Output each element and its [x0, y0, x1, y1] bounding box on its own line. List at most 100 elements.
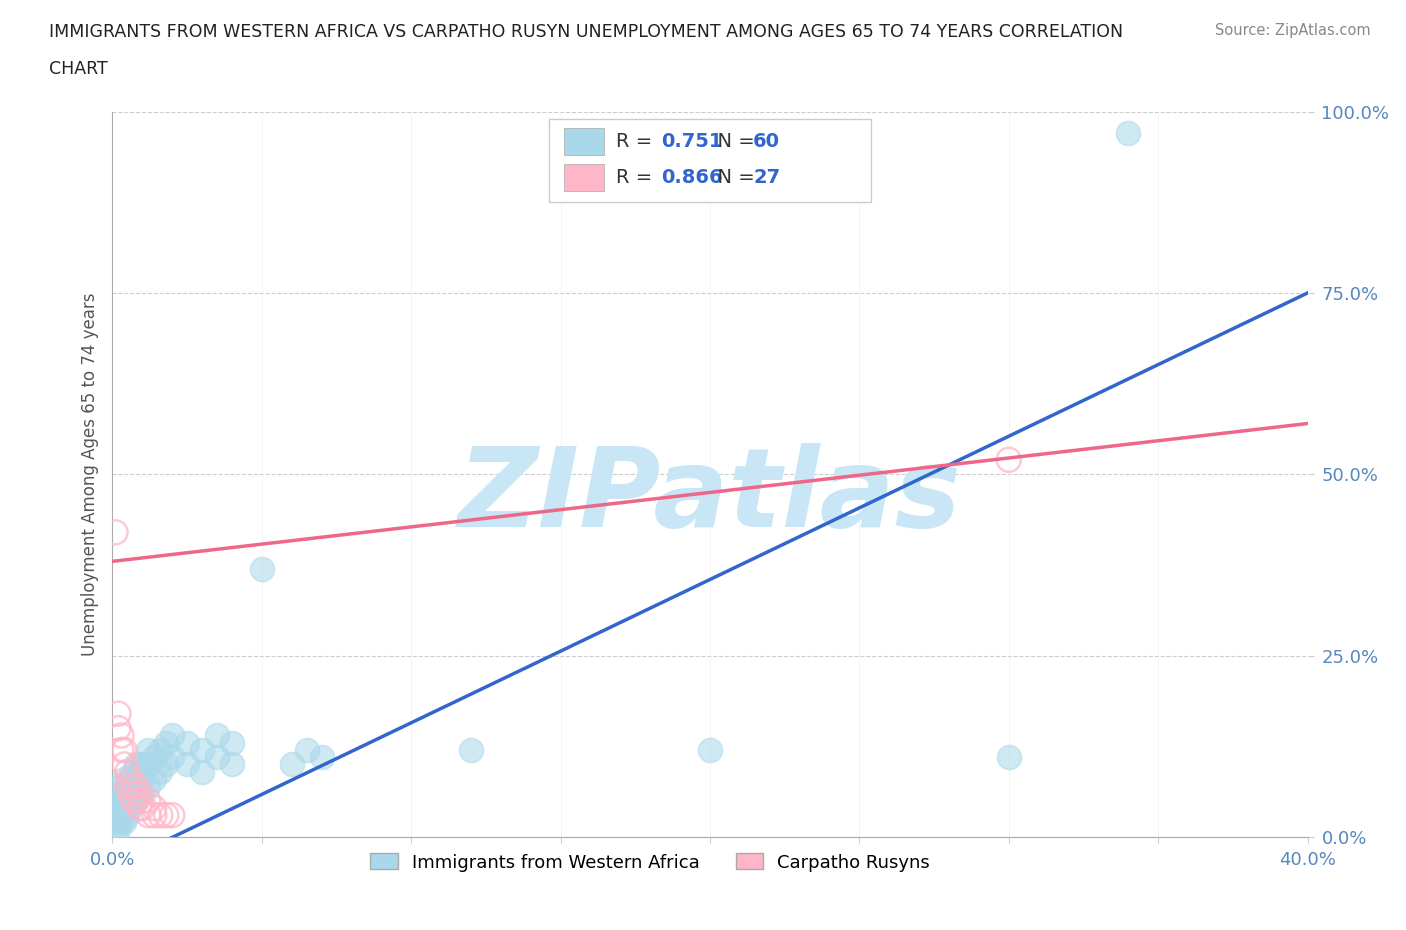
Point — [176, 736, 198, 751]
Point — [125, 793, 148, 808]
Point — [117, 778, 139, 793]
Point — [114, 772, 135, 787]
Point — [221, 757, 243, 772]
Point — [131, 772, 153, 787]
Point — [295, 742, 318, 757]
Point — [143, 772, 166, 787]
Point — [311, 750, 333, 764]
Text: 27: 27 — [754, 168, 780, 187]
Point — [120, 772, 142, 787]
Point — [114, 815, 135, 830]
Text: ZIPatlas: ZIPatlas — [458, 443, 962, 550]
Point — [149, 808, 172, 823]
Text: R =: R = — [616, 168, 658, 187]
Text: Source: ZipAtlas.com: Source: ZipAtlas.com — [1215, 23, 1371, 38]
Text: 60: 60 — [754, 132, 780, 151]
Point — [125, 778, 148, 793]
Point — [131, 801, 153, 816]
Point — [138, 778, 160, 793]
Point — [155, 736, 177, 751]
Point — [281, 757, 304, 772]
Point — [107, 801, 129, 816]
Point — [122, 778, 145, 793]
Point — [117, 808, 139, 823]
Point — [162, 750, 183, 764]
Point — [131, 793, 153, 808]
Point — [125, 772, 148, 787]
Point — [114, 801, 135, 816]
Point — [143, 801, 166, 816]
Point — [110, 793, 132, 808]
Point — [110, 808, 132, 823]
Point — [149, 742, 172, 757]
Point — [114, 786, 135, 801]
Point — [998, 750, 1021, 764]
Point — [155, 757, 177, 772]
Point — [162, 728, 183, 743]
Point — [125, 793, 148, 808]
Point — [162, 808, 183, 823]
Point — [104, 793, 127, 808]
Text: IMMIGRANTS FROM WESTERN AFRICA VS CARPATHO RUSYN UNEMPLOYMENT AMONG AGES 65 TO 7: IMMIGRANTS FROM WESTERN AFRICA VS CARPAT… — [49, 23, 1123, 41]
Point — [114, 757, 135, 772]
Point — [143, 750, 166, 764]
Point — [114, 742, 135, 757]
Point — [110, 742, 132, 757]
Point — [128, 786, 150, 801]
Point — [122, 778, 145, 793]
Point — [120, 772, 142, 787]
Point — [128, 764, 150, 779]
Point — [131, 786, 153, 801]
Point — [138, 742, 160, 757]
Point — [104, 525, 127, 539]
FancyBboxPatch shape — [548, 119, 872, 203]
Point — [138, 793, 160, 808]
Point — [191, 764, 214, 779]
FancyBboxPatch shape — [564, 164, 603, 192]
Point — [460, 742, 482, 757]
Point — [149, 764, 172, 779]
Point — [205, 750, 228, 764]
Point — [104, 808, 127, 823]
Point — [128, 801, 150, 816]
Legend: Immigrants from Western Africa, Carpatho Rusyns: Immigrants from Western Africa, Carpatho… — [363, 846, 938, 879]
Point — [699, 742, 721, 757]
Point — [107, 721, 129, 736]
Point — [107, 822, 129, 837]
Point — [107, 808, 129, 823]
Point — [117, 793, 139, 808]
Point — [1118, 126, 1140, 140]
Text: N =: N = — [706, 168, 761, 187]
Text: CHART: CHART — [49, 60, 108, 78]
Text: 0.751: 0.751 — [661, 132, 723, 151]
Point — [117, 764, 139, 779]
Point — [250, 561, 273, 576]
Y-axis label: Unemployment Among Ages 65 to 74 years: Unemployment Among Ages 65 to 74 years — [80, 293, 98, 656]
Point — [155, 808, 177, 823]
Text: 0.866: 0.866 — [661, 168, 723, 187]
Point — [110, 728, 132, 743]
Point — [143, 808, 166, 823]
Point — [138, 808, 160, 823]
Point — [107, 706, 129, 721]
Point — [110, 815, 132, 830]
Point — [176, 757, 198, 772]
Point — [107, 815, 129, 830]
Point — [131, 757, 153, 772]
Point — [221, 736, 243, 751]
Point — [122, 793, 145, 808]
Point — [191, 742, 214, 757]
Point — [205, 728, 228, 743]
FancyBboxPatch shape — [564, 127, 603, 155]
Point — [122, 764, 145, 779]
Point — [120, 801, 142, 816]
Point — [120, 786, 142, 801]
Point — [125, 757, 148, 772]
Text: N =: N = — [706, 132, 761, 151]
Point — [104, 815, 127, 830]
Point — [120, 786, 142, 801]
Point — [138, 757, 160, 772]
Point — [104, 822, 127, 837]
Point — [122, 793, 145, 808]
Point — [110, 778, 132, 793]
